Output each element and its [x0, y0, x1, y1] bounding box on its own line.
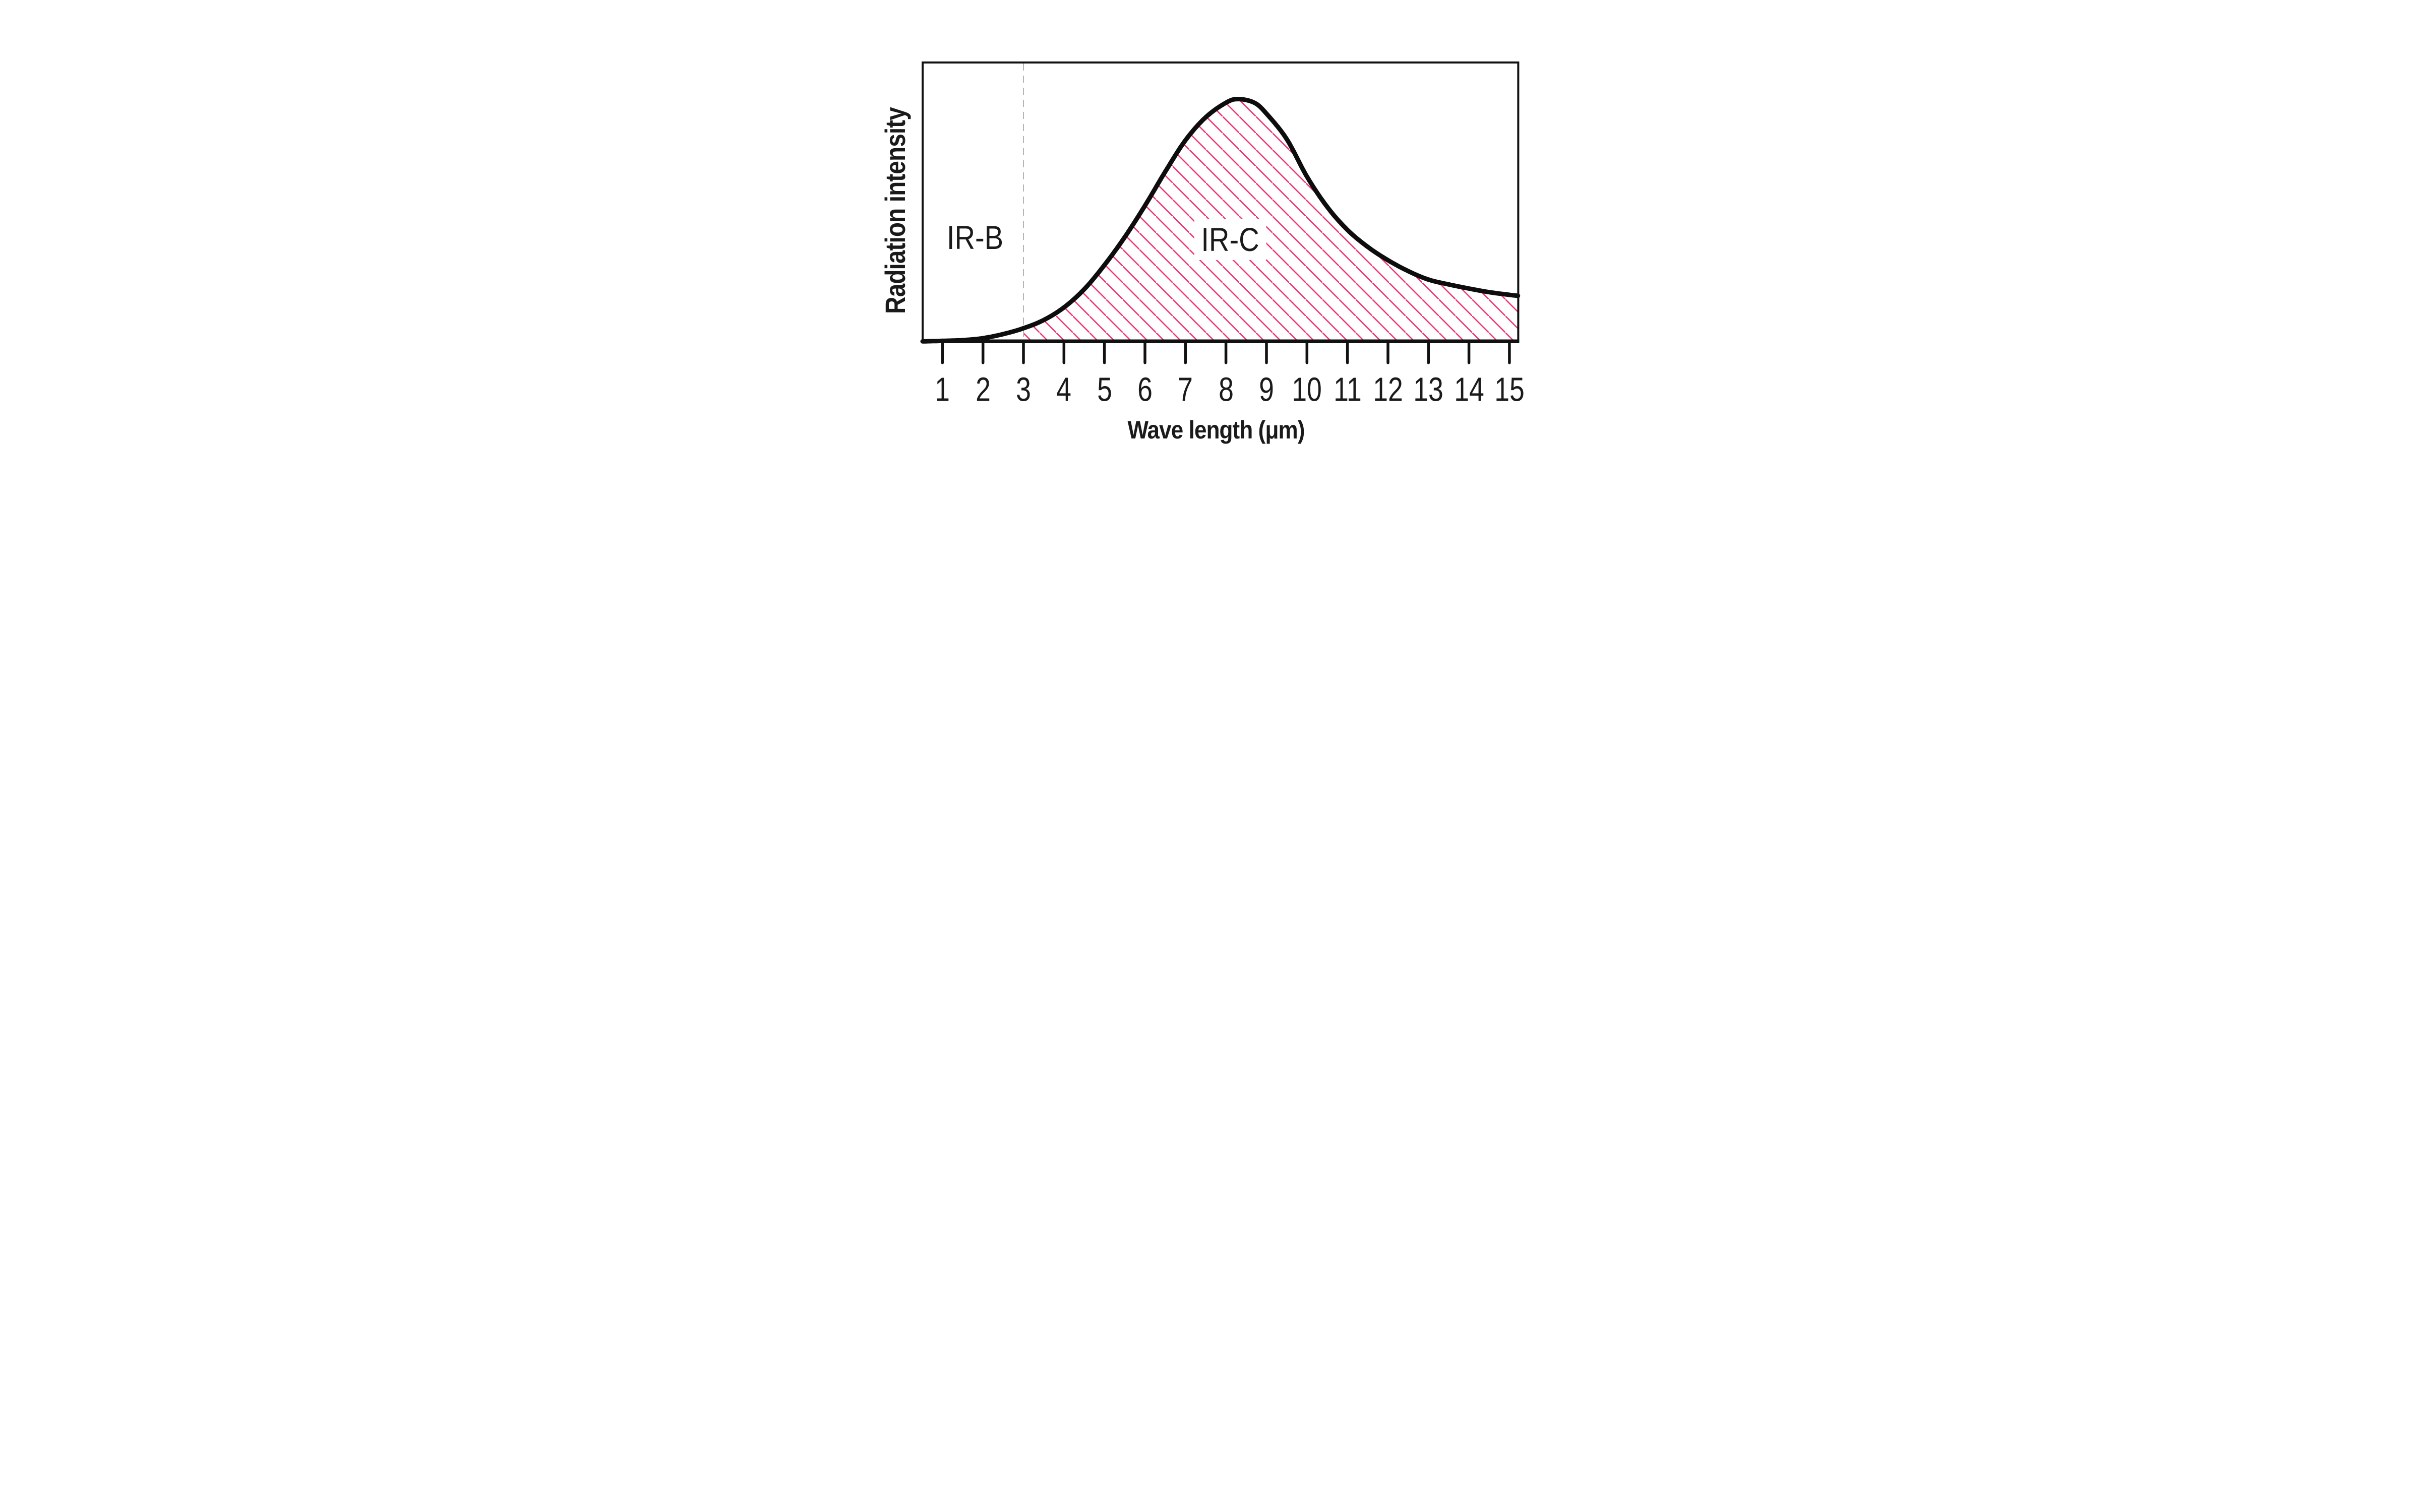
region-label-ir-c: IR-C	[1194, 219, 1266, 261]
x-tick-label: 3	[1016, 370, 1031, 409]
plot-box-border	[922, 61, 1520, 342]
x-tick-label: 9	[1259, 370, 1274, 409]
x-tick-label: 8	[1218, 370, 1234, 409]
hatched-area-ir-c	[1023, 99, 1519, 342]
radiation-curve	[920, 97, 1521, 344]
x-tick-label: 11	[1333, 370, 1362, 409]
region-label-ir-b: IR-B	[939, 216, 1010, 258]
x-tick-label: 15	[1494, 370, 1525, 409]
x-tick-label: 4	[1056, 370, 1072, 409]
x-tick-label: 10	[1292, 370, 1322, 409]
x-tick-label: 13	[1413, 370, 1444, 409]
x-tick-label: 6	[1137, 370, 1153, 409]
x-tick-label: 1	[935, 370, 950, 409]
x-tick-label: 2	[975, 370, 991, 409]
x-tick-label: 5	[1097, 370, 1112, 409]
x-tick-label: 12	[1373, 370, 1403, 409]
y-axis-label: Radiation intensity	[879, 107, 911, 314]
radiation-intensity-chart: Radiation intensity Wave length (μm) IR-…	[807, 0, 1613, 504]
x-tick-label: 7	[1178, 370, 1193, 409]
x-axis-title: Wave length (μm)	[1127, 416, 1305, 444]
chart-canvas	[920, 61, 1521, 364]
x-tick-label: 14	[1454, 370, 1484, 409]
